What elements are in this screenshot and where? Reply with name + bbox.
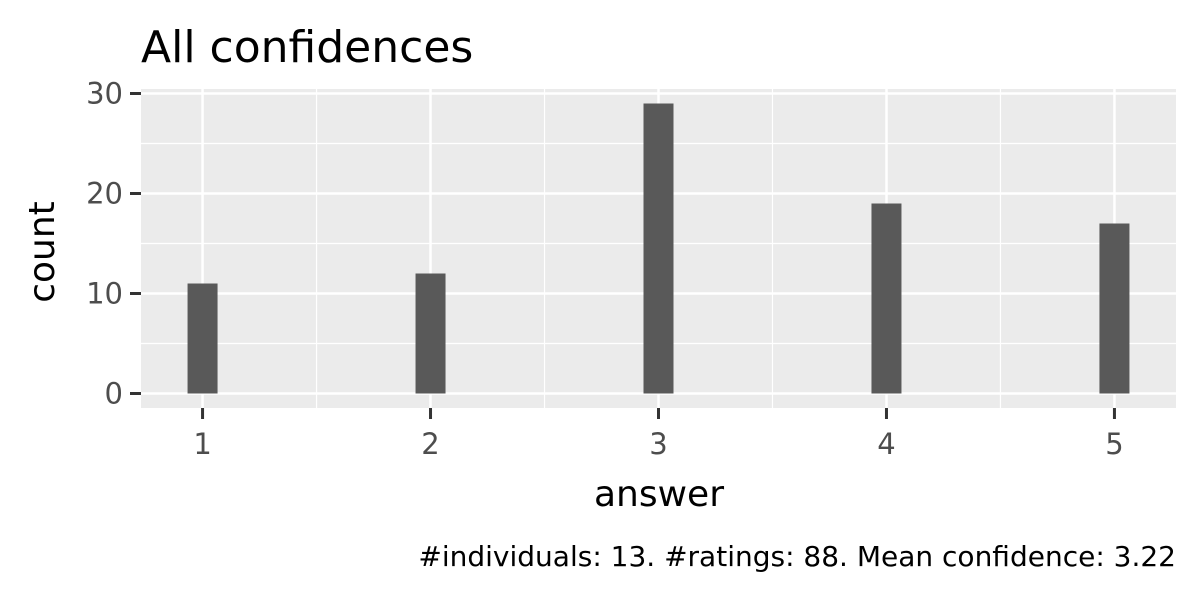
x-tick-label: 3 [649,427,667,461]
bar-5 [1099,223,1130,394]
chart-caption: #individuals: 13. #ratings: 88. Mean con… [418,540,1176,573]
y-axis: 0 10 20 30 [86,77,141,411]
x-axis: 1 2 3 4 5 [193,408,1124,461]
x-tick-label: 5 [1105,427,1123,461]
bar-3 [643,103,674,394]
y-tick-label: 10 [86,277,123,311]
x-tick-label: 1 [193,427,211,461]
y-tick-label: 20 [86,177,123,211]
x-axis-title: answer [594,474,724,515]
bar-2 [415,273,446,394]
y-tick-label: 30 [86,77,123,111]
y-tick-label: 0 [105,377,123,411]
chart-title: All confidences [141,22,473,73]
x-tick-label: 2 [421,427,439,461]
x-tick-label: 4 [877,427,895,461]
bar-1 [187,283,218,394]
bars [187,103,1130,394]
y-axis-title: count [22,201,63,303]
bar-4 [871,203,902,394]
